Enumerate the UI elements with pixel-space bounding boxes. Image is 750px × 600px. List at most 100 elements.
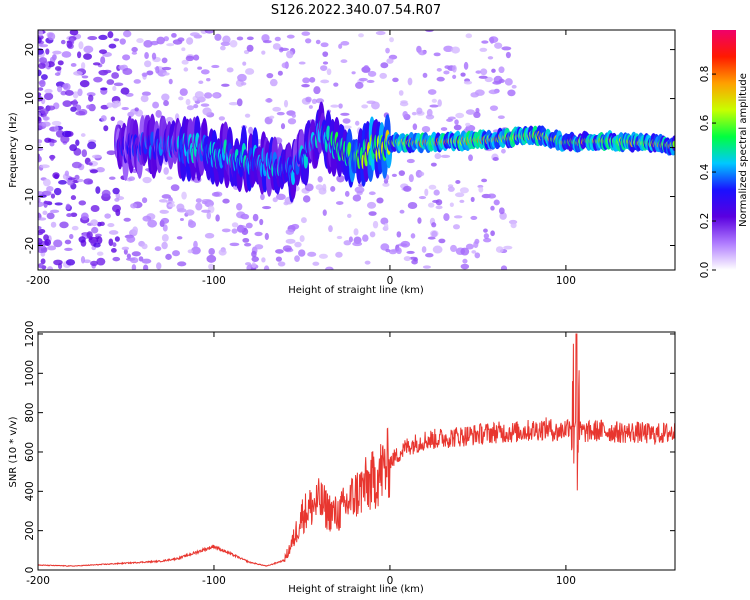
spectrogram-cell [311,98,318,105]
spectrogram-cell [38,116,42,124]
spectrogram-cell [481,40,489,44]
spectrogram-cell [204,30,215,34]
spectrogram-cell [396,231,402,238]
spectrogram-cell [204,232,215,239]
spectrogram-cell [208,263,215,270]
spectrogram-cell [416,107,423,115]
spectrogram-cell [299,235,305,242]
spectrogram-cell [262,40,272,44]
spectrogram-cell [418,50,427,56]
spectrogram-cell [261,50,266,55]
spectrogram-cell [333,82,339,87]
snr-frame [37,331,676,571]
colorbar-label: Normalized spectral amplitude [738,73,749,227]
spectrogram-cell [77,88,83,97]
spectrogram-cell [78,200,87,206]
spectrogram-cell [131,51,138,55]
spectrogram-cell [489,105,499,111]
spectrogram-cell [493,199,500,206]
spectrogram-cell [141,72,148,77]
spectrogram-cell [83,45,94,54]
spectrogram-cell [81,75,89,79]
spectrogram-cell [433,52,441,57]
spectrogram-cell [351,71,356,75]
spectrogram-cell [495,246,504,253]
spectrogram-cell [490,205,495,211]
spectrogram-cell [263,265,270,270]
spectrogram-cell [259,218,264,226]
spectrogram-cell [453,215,463,219]
spectrogram-cell [112,187,120,195]
spectrogram-cell [122,67,133,76]
spectrogram-cell [468,154,473,162]
spectrogram-cell [67,177,76,181]
spectrogram-cell [38,197,41,203]
spectrogram-cell [73,71,83,76]
spectrogram-cell [260,193,265,201]
spectrogram-cell [483,233,490,239]
spectrogram-cell [54,125,59,132]
spectrogram-cell [38,231,43,236]
snr-xlabel: Height of straight line (km) [288,584,424,595]
spectrogram-cell [427,236,436,240]
spectrogram-cell [300,217,307,224]
spectrogram-cell [237,73,247,82]
spectrogram-cell [95,186,101,194]
spectrogram-cell [38,87,44,91]
spectrogram-cell [51,120,62,126]
spectrogram-cell [315,98,325,104]
x-tick-label: -200 [26,275,50,287]
spectrogram-cell [54,202,63,206]
spectrogram-cell [197,66,203,70]
spectrogram-cell [444,65,451,69]
spectrogram-cell [412,123,418,131]
spectrogram-cell [186,37,194,45]
spectrogram-cell [470,215,478,220]
spectrogram-cell [251,250,257,258]
spectrogram-cell [161,194,172,199]
spectrogram-cell [74,174,80,181]
spectrogram-cell [399,209,405,214]
spectrogram-cell [279,47,289,52]
spectrogram-cell [489,36,495,44]
spectrogram-cell [144,60,152,68]
spectrogram-cell [487,56,494,60]
spectrogram-cell [283,99,289,108]
spectrogram-cell [38,217,47,221]
spectrogram-cell [38,44,49,48]
spectrogram-cell [402,110,408,118]
spectrogram-cell [59,221,69,229]
x-tick-label: 100 [556,275,576,287]
spectrogram-cell [160,217,170,224]
spectrogram-cell [141,258,152,264]
spectrogram-cell [151,52,157,60]
spectrogram-cell [50,221,57,228]
snr-ylabel: SNR (10 * v/v) [8,416,19,487]
spectrogram-cell [106,150,116,156]
spectrogram-cell [45,48,50,55]
spectrogram-cell [166,176,173,180]
y-tick-label: 400 [24,481,36,501]
spectrogram-cell [454,119,459,125]
spectrogram-cell [229,242,240,247]
spectrogram-cell [141,243,148,250]
spectrogram-cell [156,36,165,45]
spectrogram-cell [38,92,42,97]
spectrogram-cell [46,212,55,220]
spectrogram-cell [81,149,88,158]
spectrogram-cell [507,89,516,97]
spectrogram-cell [236,224,245,233]
spectrogram-cell [411,111,417,116]
spectrogram-cell [459,199,465,203]
spectrogram-cell [511,84,517,89]
spectrogram-cell [218,249,227,256]
spectrogram-cell [206,211,212,220]
spectrogram-cell [155,109,162,118]
spectrogram-cell [301,31,311,36]
spectrogram-cell [176,203,185,212]
spectrogram-cell [465,109,475,115]
y-tick-label: 1200 [24,321,36,348]
spectrogram-cell [510,222,517,229]
spectrogram-cell [143,40,153,48]
